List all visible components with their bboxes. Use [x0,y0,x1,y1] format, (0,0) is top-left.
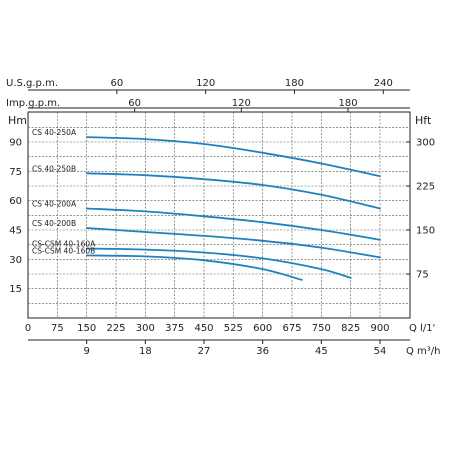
hft-tick-label: 150 [416,226,435,237]
lmin-tick-label: 600 [253,323,272,334]
curve-label-cs-40-200a: CS 40-200A [32,199,77,208]
lmin-axis-label: Q l/1' [409,323,435,334]
usgpm-tick-label: 120 [196,78,215,89]
curve-cs-40-200a [85,207,381,241]
curve-label-cs-40-200b: CS 40-200B [32,219,76,228]
usgpm-axis-label: U.S.g.p.m. [6,78,58,89]
hm-axis-label: Hm [8,114,27,127]
curve-cs-csm-40-160b [85,254,303,281]
lmin-tick-label: 75 [51,323,64,334]
impgpm-tick-label: 60 [128,98,141,109]
usgpm-tick-label: 60 [110,78,123,89]
m3h-tick-label: 36 [256,346,269,357]
curves [85,136,381,281]
lmin-tick-label: 900 [370,323,389,334]
impgpm-tick-label: 180 [338,98,357,109]
hft-tick-label: 225 [416,182,435,193]
hm-tick-label: 45 [9,226,22,237]
m3h-tick-label: 9 [83,346,89,357]
lmin-tick-label: 450 [194,323,213,334]
plot-border [27,111,411,319]
lmin-tick-label: 225 [106,323,125,334]
lmin-tick-label: 150 [77,323,96,334]
m3h-tick-label: 18 [139,346,152,357]
hm-tick-label: 75 [9,167,22,178]
lmin-tick-label: 0 [25,323,31,334]
curve-label-cs-csm-40-160b: CS-CSM 40-160B [32,246,95,255]
usgpm-tick-label: 180 [285,78,304,89]
labels: U.S.g.p.m. Imp.g.p.m. 0 75 150 225 300 375 450… [6,78,441,357]
hft-axis-label: Hft [415,114,432,127]
lmin-tick-label: 750 [312,323,331,334]
hm-tick-label: 90 [9,138,22,149]
curve-cs-csm-40-160a [85,247,352,279]
hft-tick-label: 300 [416,138,435,149]
lmin-tick-label: 525 [224,323,243,334]
hm-tick-label: 15 [9,284,22,295]
curve-cs-40-250a [85,136,381,178]
hm-tick-label: 60 [9,196,22,207]
hft-tick-label: 75 [416,270,429,281]
m3h-tick-label: 54 [374,346,387,357]
usgpm-tick-label: 240 [374,78,393,89]
plot-frame [27,89,411,341]
curve-label-cs-csm-40-160a: CS-CSM 40-160A [32,240,96,249]
curve-cs-40-200b [85,227,381,259]
lmin-tick-label: 825 [341,323,360,334]
curve-label-cs-40-250a: CS 40-250A [32,128,77,137]
curve-label-cs-40-250b: CS 40-250B [32,164,76,173]
impgpm-axis-label: Imp.g.p.m. [6,98,60,109]
lmin-tick-label: 300 [136,323,155,334]
lmin-tick-label: 675 [282,323,301,334]
m3h-tick-label: 45 [315,346,328,357]
grid [28,90,410,344]
m3h-tick-label: 27 [198,346,211,357]
impgpm-tick-label: 120 [232,98,251,109]
hm-tick-label: 30 [9,255,22,266]
curve-cs-40-250b [85,172,381,210]
lmin-tick-label: 375 [165,323,184,334]
m3h-axis-label: Q m³/h [406,346,441,357]
